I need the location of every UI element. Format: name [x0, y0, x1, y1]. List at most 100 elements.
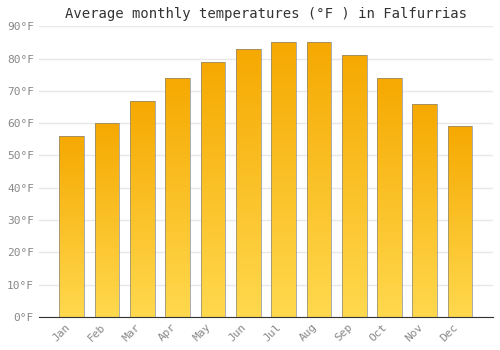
Bar — [236, 279, 260, 282]
Bar — [236, 229, 260, 231]
Bar — [94, 220, 120, 222]
Bar — [60, 136, 84, 317]
Bar — [200, 207, 226, 210]
Bar — [200, 314, 226, 317]
Bar — [448, 191, 472, 193]
Bar — [412, 298, 437, 300]
Bar — [130, 187, 155, 189]
Bar — [306, 106, 331, 108]
Bar — [306, 158, 331, 160]
Bar — [200, 92, 226, 95]
Bar — [130, 153, 155, 155]
Bar — [166, 111, 190, 114]
Bar — [130, 139, 155, 142]
Bar — [236, 276, 260, 279]
Bar — [377, 267, 402, 269]
Bar — [200, 105, 226, 108]
Bar — [306, 89, 331, 92]
Bar — [342, 118, 366, 121]
Bar — [412, 189, 437, 191]
Bar — [342, 74, 366, 76]
Bar — [94, 123, 120, 317]
Bar — [377, 135, 402, 138]
Bar — [166, 243, 190, 245]
Bar — [377, 121, 402, 123]
Bar — [200, 304, 226, 307]
Bar — [94, 181, 120, 183]
Bar — [412, 150, 437, 153]
Bar — [271, 48, 296, 51]
Bar — [412, 195, 437, 197]
Bar — [166, 195, 190, 197]
Bar — [200, 62, 226, 64]
Bar — [271, 89, 296, 92]
Bar — [130, 144, 155, 146]
Bar — [60, 252, 84, 253]
Bar — [94, 168, 120, 170]
Bar — [306, 177, 331, 180]
Bar — [200, 75, 226, 77]
Bar — [236, 124, 260, 127]
Bar — [166, 193, 190, 195]
Bar — [412, 199, 437, 202]
Bar — [448, 285, 472, 286]
Bar — [377, 183, 402, 186]
Bar — [200, 187, 226, 189]
Bar — [200, 82, 226, 85]
Bar — [166, 78, 190, 317]
Bar — [377, 195, 402, 197]
Bar — [271, 240, 296, 243]
Bar — [342, 265, 366, 267]
Bar — [60, 256, 84, 257]
Bar — [200, 217, 226, 220]
Bar — [236, 54, 260, 57]
Bar — [130, 284, 155, 287]
Bar — [60, 312, 84, 313]
Bar — [412, 276, 437, 279]
Bar — [377, 312, 402, 314]
Bar — [377, 259, 402, 262]
Bar — [236, 274, 260, 276]
Bar — [200, 253, 226, 255]
Bar — [60, 288, 84, 290]
Bar — [130, 241, 155, 243]
Bar — [271, 287, 296, 289]
Bar — [166, 83, 190, 85]
Bar — [412, 166, 437, 168]
Bar — [130, 287, 155, 289]
Bar — [200, 144, 226, 146]
Bar — [377, 145, 402, 147]
Bar — [271, 130, 296, 133]
Bar — [448, 222, 472, 224]
Bar — [60, 277, 84, 279]
Bar — [200, 131, 226, 133]
Bar — [448, 224, 472, 225]
Bar — [130, 155, 155, 157]
Bar — [236, 268, 260, 271]
Bar — [306, 180, 331, 182]
Bar — [342, 259, 366, 262]
Bar — [271, 262, 296, 265]
Bar — [448, 142, 472, 143]
Bar — [94, 156, 120, 158]
Bar — [236, 287, 260, 290]
Bar — [130, 170, 155, 172]
Bar — [448, 159, 472, 161]
Bar — [200, 309, 226, 312]
Bar — [94, 129, 120, 131]
Bar — [377, 126, 402, 128]
Bar — [412, 302, 437, 304]
Bar — [342, 202, 366, 204]
Bar — [377, 204, 402, 207]
Bar — [306, 248, 331, 251]
Bar — [306, 51, 331, 54]
Bar — [236, 113, 260, 116]
Bar — [412, 295, 437, 298]
Bar — [130, 228, 155, 230]
Bar — [200, 299, 226, 301]
Bar — [306, 78, 331, 81]
Bar — [236, 260, 260, 263]
Bar — [166, 288, 190, 290]
Bar — [60, 306, 84, 308]
Bar — [271, 185, 296, 188]
